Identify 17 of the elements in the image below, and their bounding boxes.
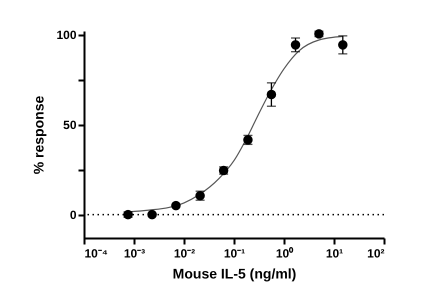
point (171, 200, 181, 210)
x-tick-label: 10⁻³ (124, 246, 146, 260)
x-tick-label: 10⁰ (276, 246, 294, 260)
y-tick-label: 100 (56, 28, 77, 42)
point (266, 90, 276, 100)
x-tick-label: 10⁻¹ (224, 246, 246, 260)
x-tick-label: 10² (367, 246, 385, 260)
y-tick-label: 0 (70, 208, 77, 222)
x-tick-label: 10¹ (326, 246, 344, 260)
x-axis-title: Mouse IL-5 (ng/ml) (172, 266, 296, 282)
point (147, 210, 157, 220)
point (290, 40, 300, 50)
x-tick-label: 10⁻² (174, 246, 196, 260)
point (338, 40, 348, 50)
y-tick-label: 50 (63, 118, 77, 132)
x-tick-label: 10⁻⁴ (84, 246, 108, 260)
y-axis-title: % response (30, 95, 46, 174)
